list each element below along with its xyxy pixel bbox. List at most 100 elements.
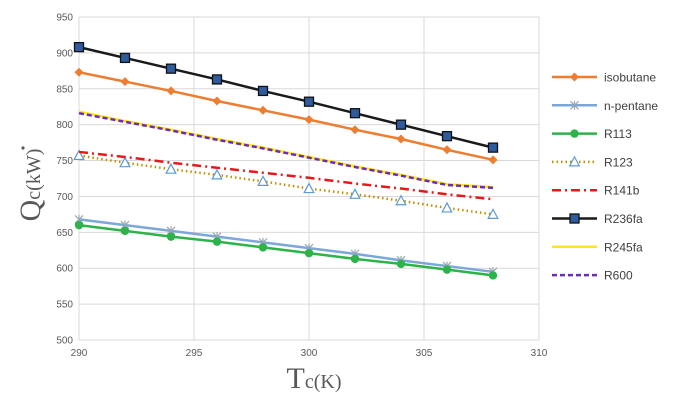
data-point-r113 xyxy=(74,220,84,230)
legend-label: R141b xyxy=(604,184,640,198)
legend-item-n-pentane: n-pentane xyxy=(552,99,658,113)
x-tick-label: 305 xyxy=(416,348,433,359)
series-r113 xyxy=(74,220,498,280)
x-tick-label: 300 xyxy=(301,348,318,359)
y-axis-title: Qc(kW) xyxy=(14,149,47,222)
data-point-isobutane xyxy=(212,96,222,106)
x-tick-label: 295 xyxy=(186,348,203,359)
y-axis-title-main: Q xyxy=(14,199,47,221)
legend-item-r236fa: R236fa xyxy=(552,212,643,226)
legend-marker-r113 xyxy=(570,129,579,138)
data-point-isobutane xyxy=(304,115,314,125)
x-tick-label: 310 xyxy=(531,348,548,359)
series-line-r123 xyxy=(78,154,494,216)
data-point-r123 xyxy=(349,188,361,199)
y-tick-label: 650 xyxy=(56,228,73,239)
legend-label: n-pentane xyxy=(604,99,658,113)
data-point-r236fa xyxy=(165,63,177,74)
series-line-r113 xyxy=(78,223,494,277)
data-point-r113 xyxy=(166,232,176,241)
series-line-r141b xyxy=(78,150,494,201)
legend-item-r600: R600 xyxy=(552,269,633,283)
data-point-r113 xyxy=(258,243,268,252)
legend-marker-n-pentane xyxy=(570,100,579,110)
y-tick-label: 700 xyxy=(56,192,73,203)
data-point-r236fa xyxy=(257,85,269,97)
y-axis-title-sub: c xyxy=(23,191,45,200)
data-point-isobutane xyxy=(488,155,498,165)
data-point-isobutane xyxy=(120,77,130,87)
data-point-isobutane xyxy=(442,145,452,155)
y-tick-label: 800 xyxy=(56,120,73,131)
x-tick-labels: 290 295 300 305 310 xyxy=(71,348,548,359)
series-line-isobutane xyxy=(78,71,494,162)
legend-item-r245fa: R245fa xyxy=(552,240,643,254)
legend-label: R245fa xyxy=(604,240,643,254)
y-tick-label: 550 xyxy=(56,300,73,311)
series-line-n-pentane xyxy=(78,218,494,274)
data-point-r123 xyxy=(211,168,223,180)
y-axis-title-unit: (kW) xyxy=(23,149,45,191)
y-tick-label: 850 xyxy=(56,84,73,95)
legend-label: R600 xyxy=(604,269,633,283)
y-tick-label: 750 xyxy=(56,156,73,167)
series-r600 xyxy=(78,111,494,190)
legend-label: R236fa xyxy=(604,212,643,226)
data-point-r113 xyxy=(212,237,222,246)
legend-item-r113: R113 xyxy=(552,127,632,141)
x-axis-title-main: T xyxy=(287,362,305,394)
data-point-r236fa xyxy=(441,131,453,142)
legend-marker-r123 xyxy=(568,155,581,167)
x-axis-title: Tc(K) xyxy=(287,362,342,394)
data-point-r236fa xyxy=(303,96,315,107)
y-tick-label: 950 xyxy=(56,13,73,24)
series-line-r600 xyxy=(78,111,494,190)
data-point-r236fa xyxy=(487,142,499,153)
legend: isobutane n-pentane R113 R123 R141b R236fa R24… xyxy=(552,71,658,283)
data-point-isobutane xyxy=(166,86,176,96)
legend-marker-isobutane xyxy=(570,72,579,82)
series-isobutane xyxy=(74,67,498,165)
data-point-r113 xyxy=(350,254,360,264)
data-point-r113 xyxy=(304,248,314,258)
data-point-r123 xyxy=(441,201,453,213)
series-r141b xyxy=(78,150,494,201)
x-axis-title-unit: (K) xyxy=(314,371,342,393)
data-point-r236fa xyxy=(349,108,361,119)
y-tick-label: 600 xyxy=(56,264,73,275)
y-axis-title-dot xyxy=(21,146,25,150)
data-point-r236fa xyxy=(119,52,131,64)
legend-item-r123: R123 xyxy=(552,155,633,169)
y-tick-label: 900 xyxy=(56,48,73,59)
data-point-isobutane xyxy=(74,67,84,77)
data-point-r113 xyxy=(396,259,406,269)
data-point-r236fa xyxy=(395,119,407,130)
x-tick-label: 290 xyxy=(71,348,88,359)
legend-label: R123 xyxy=(604,155,633,169)
data-point-isobutane xyxy=(258,105,268,115)
data-point-r113 xyxy=(120,226,130,236)
y-tick-label: 500 xyxy=(56,336,73,347)
data-point-r123 xyxy=(257,175,269,186)
y-tick-labels: 500 550 600 650 700 750 800 850 900 950 xyxy=(56,13,73,347)
x-axis-title-sub: c xyxy=(305,371,314,393)
data-point-r236fa xyxy=(211,74,223,85)
data-point-r123 xyxy=(119,156,131,168)
data-point-r236fa xyxy=(73,41,85,53)
data-point-isobutane xyxy=(396,134,406,144)
series-group xyxy=(73,41,499,280)
data-point-isobutane xyxy=(350,125,360,135)
series-line-r245fa xyxy=(78,110,494,189)
data-point-r123 xyxy=(165,162,177,174)
series-r123 xyxy=(73,149,499,219)
data-point-r123 xyxy=(395,194,407,206)
legend-label: R113 xyxy=(604,127,632,141)
data-point-r123 xyxy=(487,208,499,219)
series-r236fa xyxy=(73,41,499,153)
data-point-r113 xyxy=(442,265,452,274)
legend-label: isobutane xyxy=(604,71,656,85)
legend-marker-r236fa xyxy=(569,213,580,224)
legend-item-r141b: R141b xyxy=(552,184,640,198)
data-point-r123 xyxy=(303,182,315,194)
